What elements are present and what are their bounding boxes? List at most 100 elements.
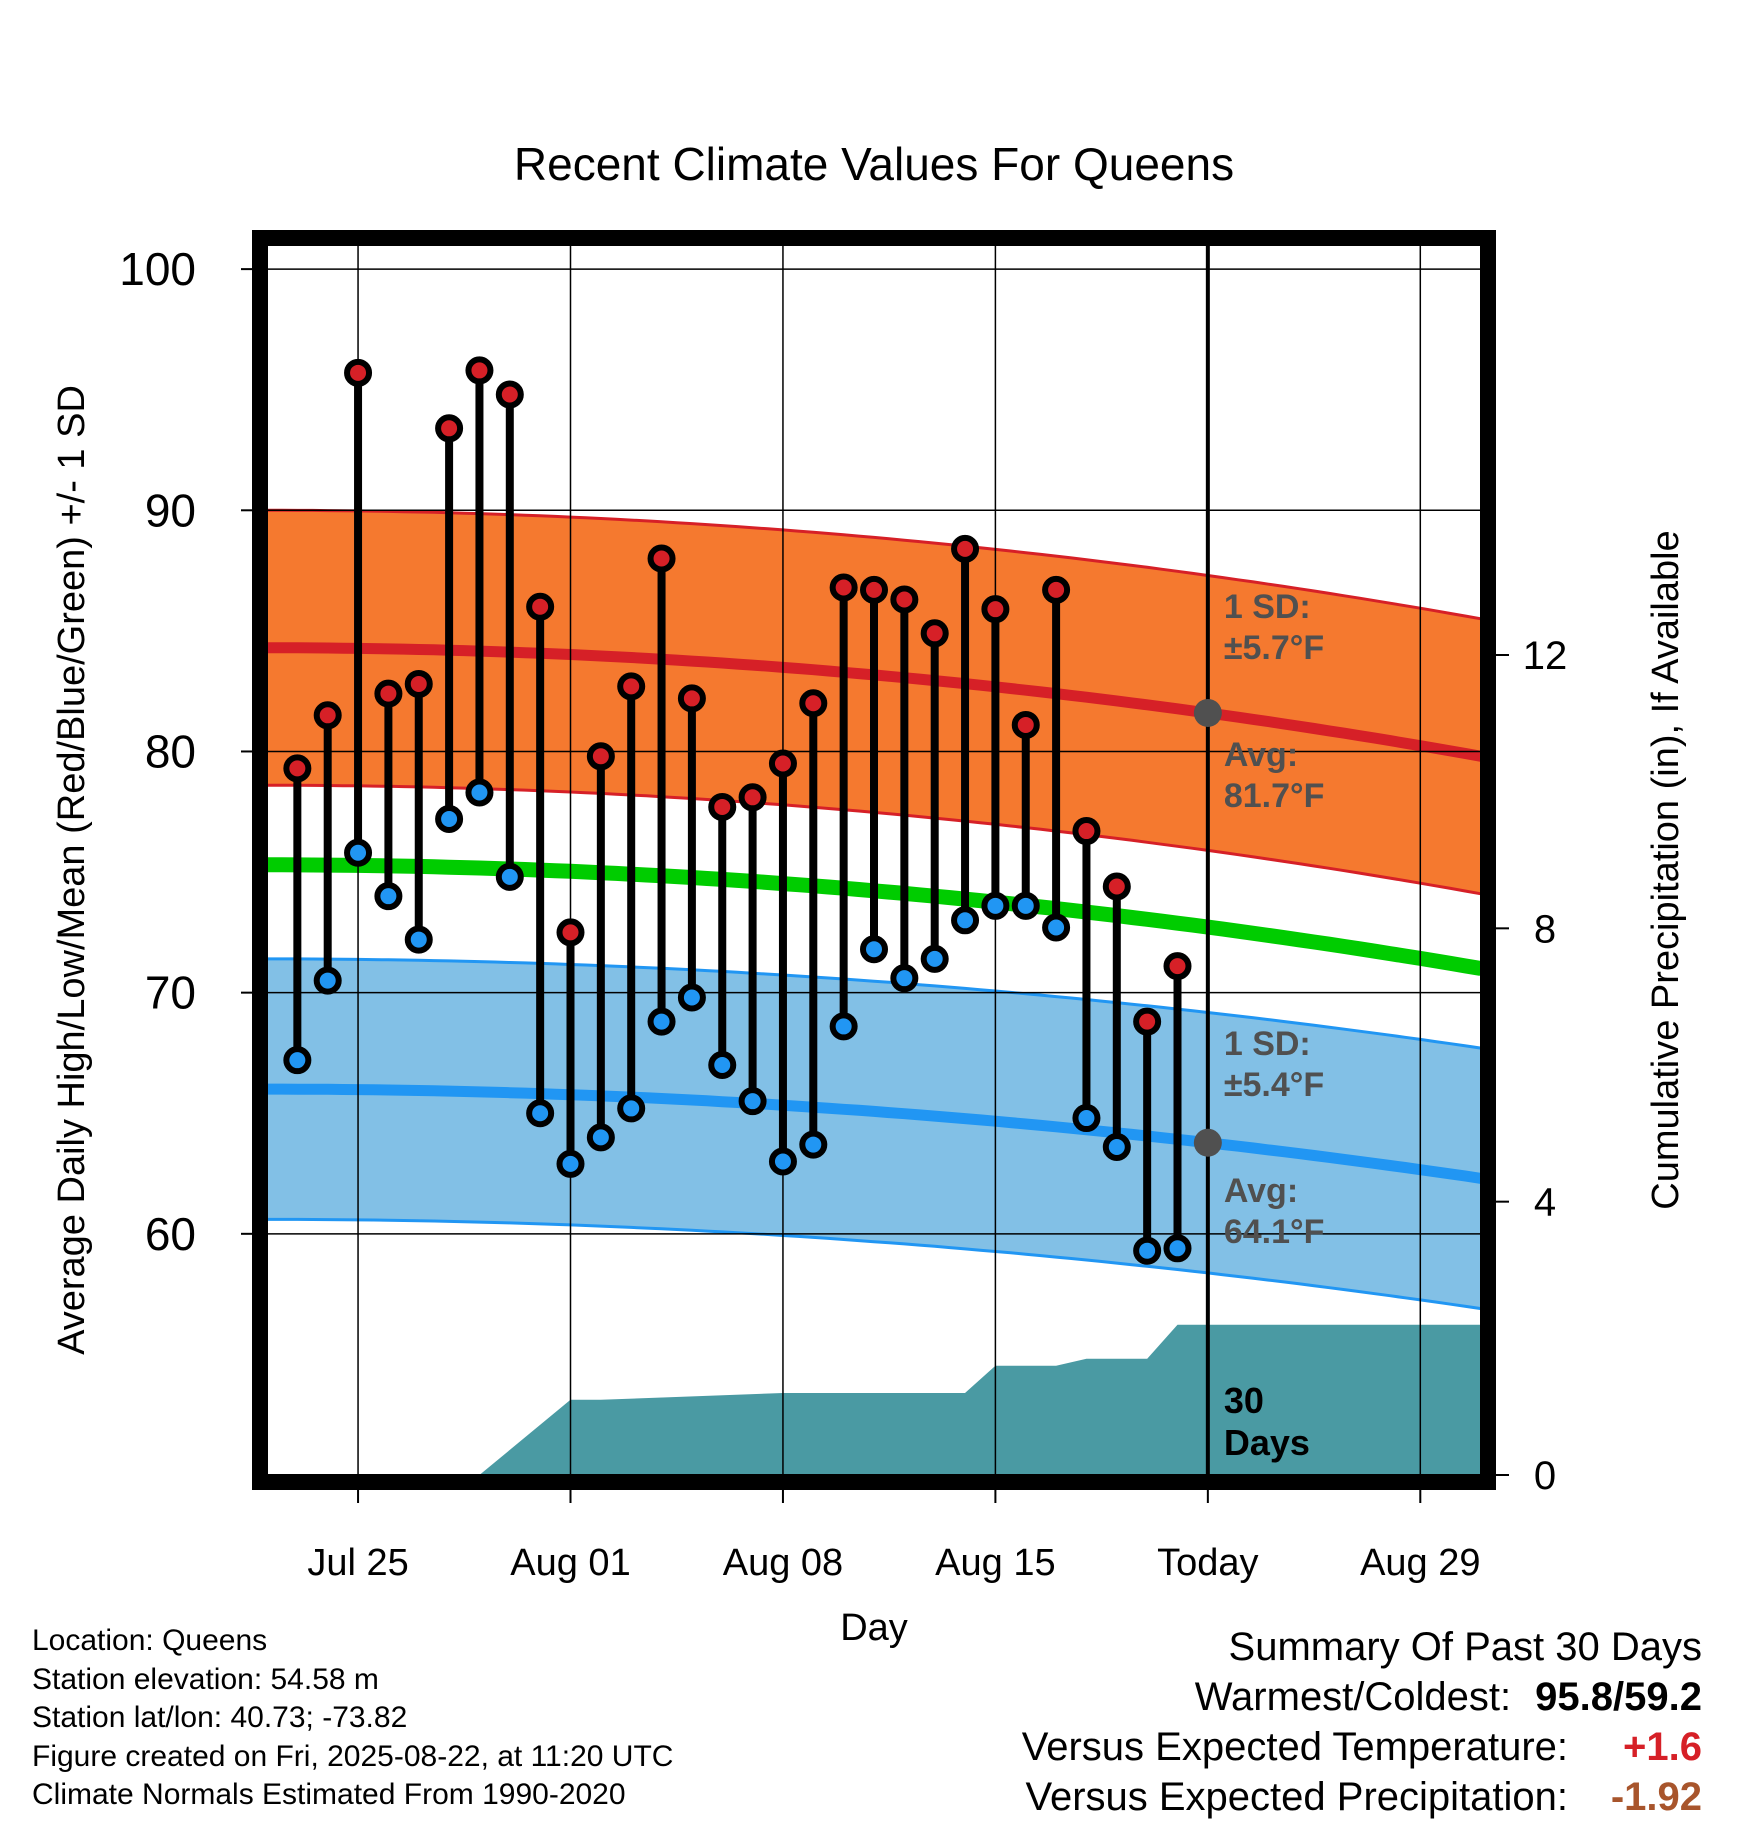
x-tick-label: Aug 08 — [723, 1542, 843, 1584]
low-point — [313, 966, 342, 995]
precip-label: Versus Expected Precipitation: — [1025, 1775, 1568, 1819]
high-point — [860, 575, 888, 604]
low-point — [890, 964, 919, 993]
elevation-text: Station elevation: 54.58 m — [32, 1662, 379, 1696]
warmest-value: 95.8 — [1535, 1675, 1614, 1719]
high-sd-value: ±5.7°F — [1224, 629, 1324, 667]
low-point — [708, 1051, 737, 1079]
summary-panel: Summary Of Past 30 Days Warmest/Coldest:… — [1022, 1622, 1702, 1822]
observation-day — [738, 783, 767, 1116]
high-point — [1133, 1007, 1162, 1036]
y2-tick-label: 8 — [1534, 907, 1556, 951]
high-sd-label: 1 SD: — [1224, 588, 1311, 626]
observation-day — [920, 619, 949, 973]
observation-day — [981, 595, 1010, 920]
low-point — [647, 1007, 676, 1036]
chart-title: Recent Climate Values For Queens — [514, 138, 1234, 190]
window-label-1: 30 — [1224, 1380, 1264, 1421]
high-point — [920, 619, 949, 648]
y2-tick-label: 12 — [1523, 634, 1568, 678]
x-tick-label: Aug 15 — [935, 1542, 1055, 1584]
observation-day — [495, 380, 524, 891]
axes: 60 70 80 90 100 0 4 8 12 Jul 25 Aug 01 Aug 08 Aug 15… — [51, 138, 1687, 1649]
high-point — [677, 684, 706, 713]
low-point — [556, 1149, 585, 1178]
normals-text: Climate Normals Estimated From 1990-2020 — [32, 1778, 626, 1811]
low-point — [1133, 1236, 1162, 1265]
observation-day — [1133, 1007, 1162, 1265]
low-point — [435, 805, 464, 833]
observation-day — [313, 701, 342, 995]
observation-day — [526, 592, 555, 1128]
y2-axis-label: Cumulative Precipitation (in), If Availa… — [1645, 530, 1687, 1209]
low-sd-band — [267, 958, 1481, 1309]
low-sd-upper-line — [267, 957, 1482, 1050]
high-point — [1072, 817, 1101, 846]
high-point — [283, 754, 312, 783]
temp-label: Versus Expected Temperature: — [1021, 1725, 1568, 1769]
y-tick-label: 90 — [145, 484, 196, 536]
high-point — [374, 679, 403, 708]
low-point — [283, 1046, 312, 1075]
low-point — [617, 1094, 646, 1123]
low-point — [465, 778, 494, 807]
summary-precip: Versus Expected Precipitation: -1.92 — [1022, 1772, 1702, 1822]
high-point — [586, 742, 615, 771]
high-point — [404, 669, 433, 698]
x-axis-label: Day — [840, 1607, 908, 1649]
observation-day — [708, 792, 737, 1079]
x-tick-label: Jul 25 — [307, 1542, 408, 1584]
y-tick-label: 80 — [145, 725, 196, 777]
latlon-text: Station lat/lon: 40.73; -73.82 — [32, 1701, 408, 1734]
observation-day — [586, 742, 615, 1152]
observation-day — [556, 918, 585, 1178]
low-point — [526, 1099, 555, 1128]
y-tick-label: 100 — [119, 243, 196, 295]
y-axis-label: Average Daily High/Low/Mean (Red/Blue/Gr… — [51, 385, 93, 1355]
observation-day — [951, 534, 980, 935]
high-point — [890, 585, 919, 614]
low-point — [1163, 1234, 1192, 1263]
low-point — [920, 944, 949, 973]
location-text: Location: Queens — [32, 1624, 268, 1657]
high-point — [1011, 710, 1040, 739]
low-point — [1102, 1133, 1131, 1161]
observation-day — [768, 749, 797, 1176]
low-point — [981, 891, 1010, 920]
observation-day — [829, 573, 858, 1041]
observation-day — [344, 358, 373, 867]
high-point — [435, 414, 464, 443]
high-point — [313, 701, 342, 730]
observation-day — [799, 689, 828, 1159]
high-point — [647, 544, 676, 573]
high-point — [738, 783, 767, 812]
observation-day — [435, 414, 464, 833]
low-point — [768, 1147, 797, 1176]
observation-day — [1011, 710, 1040, 920]
low-point — [1072, 1104, 1101, 1133]
low-normal-line — [267, 1083, 1482, 1184]
window-label-2: Days — [1224, 1422, 1310, 1463]
warm-cold-label: Warmest/Coldest: — [1194, 1675, 1512, 1719]
x-tick-label: Aug 01 — [510, 1542, 630, 1584]
y-tick-label: 70 — [145, 967, 196, 1019]
x-tick-label: Aug 29 — [1360, 1542, 1480, 1584]
low-point — [344, 838, 373, 867]
temp-value: +1.6 — [1623, 1725, 1702, 1769]
observation-day — [1072, 817, 1101, 1133]
high-point — [1163, 952, 1192, 981]
low-sd-lower-line — [267, 1217, 1482, 1311]
high-point — [951, 534, 980, 563]
x-tick-label: Today — [1157, 1542, 1258, 1584]
high-sd-upper-line — [267, 508, 1482, 621]
plot-frame — [252, 230, 1496, 1490]
observation-day — [617, 672, 646, 1123]
low-sd-label: 1 SD: — [1224, 1025, 1311, 1063]
low-point — [951, 906, 980, 935]
low-point — [860, 935, 888, 964]
summary-warm-cold: Warmest/Coldest: 95.8/59.2 — [1022, 1672, 1702, 1722]
low-point — [738, 1087, 767, 1116]
summary-temp: Versus Expected Temperature: +1.6 — [1022, 1722, 1702, 1772]
observation-day — [1042, 575, 1071, 942]
